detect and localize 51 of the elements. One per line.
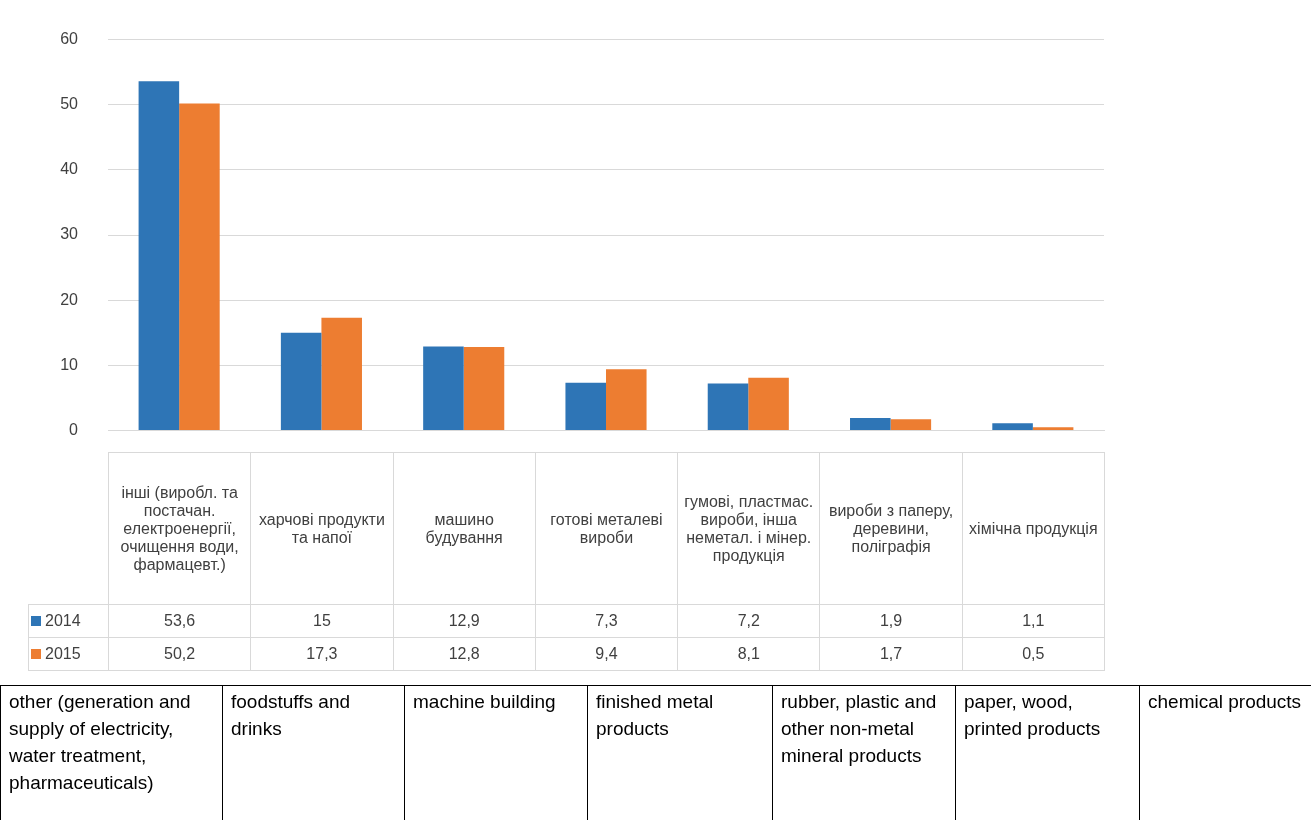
data-label: 1,9 (819, 604, 963, 638)
data-label: 12,8 (393, 637, 536, 671)
data-label: 50,2 (108, 637, 251, 671)
text: rubber, plastic and other non-metal mineral products (772, 685, 956, 820)
bar (1032, 427, 1074, 430)
data-label: 53,6 (108, 604, 251, 638)
legend-label: 2014 (28, 604, 109, 638)
data-label: 17,3 (250, 637, 394, 671)
data-label: 1,1 (962, 604, 1105, 638)
text: machine building (404, 685, 588, 820)
data-label: 9,4 (535, 637, 678, 671)
bar (280, 332, 322, 430)
data-label: 8,1 (677, 637, 820, 671)
bar (748, 377, 789, 430)
legend-label: 2015 (28, 637, 109, 671)
y-tick-label: 60 (60, 30, 79, 48)
bar (850, 418, 891, 430)
x-tick-label: вироби з паперу, деревини, поліграфія (819, 452, 963, 605)
x-tick-label: харчові продукти та напої (250, 452, 394, 605)
bar (423, 346, 464, 430)
y-tick-label: 50 (60, 95, 79, 113)
text: chemical products (1139, 685, 1311, 820)
bar (321, 317, 362, 430)
bar (179, 103, 220, 430)
bar (138, 81, 180, 430)
text: other (generation and supply of electricity, water treatment, pharmaceuticals) (0, 685, 223, 820)
bar (606, 369, 647, 430)
data-label: 15 (250, 604, 394, 638)
x-tick-label: інші (виробл. та постачан. електроенергії, очищення води, фармацевт.) (108, 452, 251, 605)
text: foodstuffs and drinks (222, 685, 405, 820)
data-label: 1,7 (819, 637, 963, 671)
x-tick-label: готові металеві вироби (535, 452, 678, 605)
bar (565, 382, 606, 430)
y-tick-label: 30 (60, 225, 79, 243)
x-tick-label: машино будування (393, 452, 536, 605)
x-tick-label: хімічна продукція (962, 452, 1105, 605)
x-tick-label: гумові, пластмас. вироби, інша неметал. і мінер. продукція (677, 452, 820, 605)
text: finished metal products (587, 685, 773, 820)
y-tick-label: 0 (69, 420, 79, 438)
y-tick-label: 40 (60, 160, 79, 178)
bar (463, 347, 505, 430)
data-label: 0,5 (962, 637, 1105, 671)
y-tick-label: 20 (60, 290, 79, 308)
text: paper, wood, printed products (955, 685, 1140, 820)
data-label: 7,2 (677, 604, 820, 638)
bar (707, 383, 749, 430)
data-label: 7,3 (535, 604, 678, 638)
y-tick-label: 10 (60, 355, 79, 373)
bar (890, 419, 932, 430)
bar (992, 423, 1033, 430)
data-label: 12,9 (393, 604, 536, 638)
